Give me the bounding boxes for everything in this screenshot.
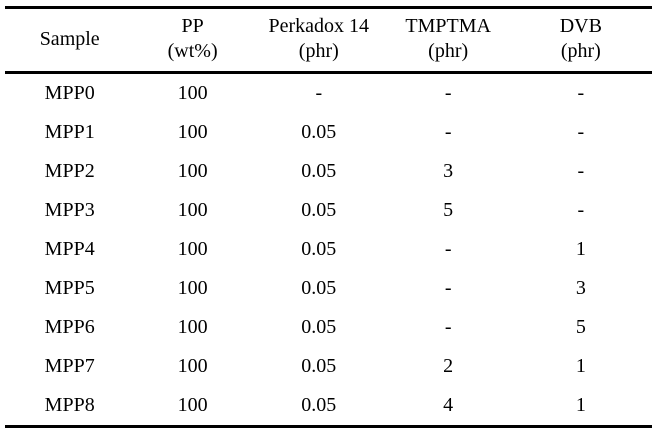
cell-pp: 100 bbox=[177, 316, 208, 338]
formulation-table-container: Sample PP (wt%) Perkadox 14 (phr) TMPTMA… bbox=[5, 6, 652, 428]
cell-tmptma: 3 bbox=[443, 160, 454, 182]
cell-pp: 100 bbox=[177, 121, 208, 143]
cell-sample: MPP6 bbox=[44, 316, 95, 338]
cell-perkadox: 0.05 bbox=[301, 238, 337, 260]
cell-sample: MPP8 bbox=[44, 394, 95, 416]
cell-dvb: - bbox=[577, 160, 585, 182]
table-row-mpp1: MPP1 100 0.05 - - bbox=[5, 113, 652, 152]
column-header-dvb: DVB (phr) bbox=[509, 7, 652, 74]
cell-perkadox: 0.05 bbox=[301, 121, 337, 143]
table-row-mpp2: MPP2 100 0.05 3 - bbox=[5, 152, 652, 191]
cell-pp: 100 bbox=[177, 394, 208, 416]
cell-pp: 100 bbox=[177, 355, 208, 377]
cell-dvb: - bbox=[577, 82, 585, 104]
column-header-label: DVB bbox=[559, 15, 602, 37]
column-header-tmptma: TMPTMA (phr) bbox=[386, 7, 510, 74]
cell-sample: MPP2 bbox=[44, 160, 95, 182]
column-header-pp: PP (wt%) bbox=[134, 7, 251, 74]
column-header-sample: Sample bbox=[5, 7, 135, 74]
cell-perkadox: 0.05 bbox=[301, 394, 337, 416]
cell-perkadox: 0.05 bbox=[301, 355, 337, 377]
column-header-label: TMPTMA bbox=[405, 15, 491, 37]
table-row-mpp8: MPP8 100 0.05 4 1 bbox=[5, 386, 652, 427]
cell-sample: MPP0 bbox=[44, 82, 95, 104]
cell-sample: MPP7 bbox=[44, 355, 95, 377]
cell-pp: 100 bbox=[177, 160, 208, 182]
cell-dvb: 1 bbox=[575, 238, 586, 260]
cell-tmptma: - bbox=[444, 121, 452, 143]
column-header-label: Perkadox 14 bbox=[268, 15, 370, 37]
cell-sample: MPP3 bbox=[44, 199, 95, 221]
column-header-unit: (wt%) bbox=[167, 40, 218, 62]
table-row-mpp5: MPP5 100 0.05 - 3 bbox=[5, 269, 652, 308]
cell-dvb: 1 bbox=[575, 394, 586, 416]
cell-pp: 100 bbox=[177, 277, 208, 299]
cell-pp: 100 bbox=[177, 199, 208, 221]
cell-tmptma: - bbox=[444, 82, 452, 104]
cell-perkadox: 0.05 bbox=[301, 160, 337, 182]
cell-sample: MPP5 bbox=[44, 277, 95, 299]
column-header-unit: (phr) bbox=[298, 40, 339, 62]
cell-tmptma: 5 bbox=[443, 199, 454, 221]
formulation-table: Sample PP (wt%) Perkadox 14 (phr) TMPTMA… bbox=[5, 6, 652, 428]
table-row-mpp7: MPP7 100 0.05 2 1 bbox=[5, 347, 652, 386]
cell-tmptma: - bbox=[444, 277, 452, 299]
table-row-mpp0: MPP0 100 - - - bbox=[5, 73, 652, 114]
cell-tmptma: - bbox=[444, 238, 452, 260]
cell-dvb: - bbox=[577, 199, 585, 221]
cell-pp: 100 bbox=[177, 238, 208, 260]
table-row-mpp4: MPP4 100 0.05 - 1 bbox=[5, 230, 652, 269]
cell-perkadox: 0.05 bbox=[301, 199, 337, 221]
table-row-mpp6: MPP6 100 0.05 - 5 bbox=[5, 308, 652, 347]
cell-dvb: 3 bbox=[575, 277, 586, 299]
cell-perkadox: 0.05 bbox=[301, 316, 337, 338]
cell-sample: MPP4 bbox=[44, 238, 95, 260]
cell-tmptma: 4 bbox=[443, 394, 454, 416]
column-header-label: Sample bbox=[39, 27, 100, 50]
cell-tmptma: 2 bbox=[443, 355, 454, 377]
cell-dvb: - bbox=[577, 121, 585, 143]
cell-sample: MPP1 bbox=[44, 121, 95, 143]
cell-tmptma: - bbox=[444, 316, 452, 338]
column-header-unit: (phr) bbox=[428, 40, 469, 62]
column-header-perkadox14: Perkadox 14 (phr) bbox=[250, 7, 387, 74]
table-row-mpp3: MPP3 100 0.05 5 - bbox=[5, 191, 652, 230]
cell-pp: 100 bbox=[177, 82, 208, 104]
cell-dvb: 1 bbox=[575, 355, 586, 377]
cell-perkadox: - bbox=[315, 82, 323, 104]
cell-dvb: 5 bbox=[575, 316, 586, 338]
table-header-row: Sample PP (wt%) Perkadox 14 (phr) TMPTMA… bbox=[5, 7, 652, 74]
column-header-unit: (phr) bbox=[560, 40, 601, 62]
cell-perkadox: 0.05 bbox=[301, 277, 337, 299]
column-header-label: PP bbox=[181, 15, 204, 37]
table-body: MPP0 100 - - - MPP1 100 0.05 - - MPP2 10… bbox=[5, 73, 652, 427]
